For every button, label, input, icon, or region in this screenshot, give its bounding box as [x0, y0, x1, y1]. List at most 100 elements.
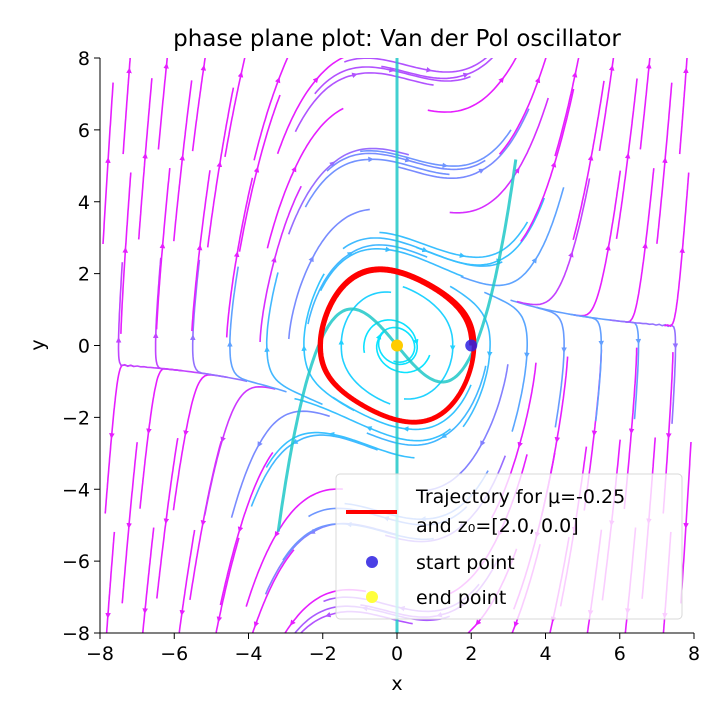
- plot-area: [102, 58, 692, 633]
- streamline: [375, 326, 431, 374]
- stream-arrow: [478, 168, 485, 174]
- legend-label-end: end point: [416, 587, 506, 609]
- stream-arrow: [253, 621, 260, 628]
- streamline: [516, 178, 591, 306]
- x-tick-label: −6: [160, 643, 188, 665]
- stream-arrow: [237, 526, 244, 533]
- stream-arrow: [216, 616, 223, 623]
- stream-arrow: [308, 255, 314, 263]
- streamline: [381, 58, 494, 80]
- streamline: [520, 88, 575, 242]
- streamline: [253, 58, 289, 161]
- stream-arrow: [312, 77, 319, 84]
- x-tick-label: 4: [539, 643, 551, 665]
- streamline: [229, 266, 287, 393]
- stream-arrow: [329, 161, 336, 168]
- stream-arrow: [366, 426, 373, 432]
- streamline: [639, 58, 651, 150]
- streamline: [172, 374, 229, 511]
- trajectory-line: [317, 266, 477, 425]
- stream-arrow: [257, 441, 263, 448]
- streamline: [117, 262, 181, 372]
- streamline: [572, 80, 605, 240]
- stream-arrow: [253, 166, 260, 173]
- stream-arrow: [328, 431, 335, 438]
- legend-box: [335, 473, 683, 620]
- streamline: [460, 187, 565, 287]
- x-tick-label: −4: [234, 643, 262, 665]
- streamline: [427, 58, 517, 113]
- y-tick-label: 2: [78, 264, 90, 286]
- stream-arrow: [200, 519, 207, 527]
- stream-arrow: [291, 166, 297, 173]
- streamline: [294, 72, 434, 133]
- streamline: [203, 385, 276, 516]
- streamline: [623, 168, 655, 324]
- stream-arrow: [274, 530, 280, 538]
- y-tick-label: 0: [78, 336, 90, 358]
- x-axis: −8 −6 −4 −2 0 2 4 6 8: [86, 632, 700, 665]
- y-tick-label: 6: [78, 120, 90, 142]
- x-tick-label: 6: [614, 643, 626, 665]
- stream-arrow: [183, 430, 189, 437]
- y-tick-label: −8: [62, 623, 90, 645]
- streamline: [615, 78, 638, 240]
- x-tick-label: 2: [465, 643, 477, 665]
- x-tick-label: 8: [688, 643, 700, 665]
- stream-arrow: [425, 67, 433, 73]
- streamline: [189, 440, 223, 601]
- stream-arrow: [608, 64, 615, 72]
- stream-arrow: [292, 438, 299, 444]
- stream-arrow: [441, 432, 448, 439]
- legend-end-swatch: [366, 591, 378, 603]
- stream-arrow: [216, 161, 223, 168]
- streamline: [664, 172, 690, 328]
- stream-arrow: [388, 67, 395, 73]
- stream-arrow: [271, 256, 277, 263]
- stream-arrow: [404, 156, 411, 163]
- stream-arrow: [237, 71, 244, 78]
- streamline: [141, 527, 155, 633]
- streamline: [191, 58, 206, 152]
- stream-arrow: [289, 619, 296, 626]
- stream-arrow: [587, 154, 594, 161]
- stream-arrow: [275, 77, 281, 84]
- stream-arrow: [220, 436, 226, 443]
- streamline: [449, 97, 549, 214]
- streamline: [157, 58, 169, 150]
- trajectory: [317, 266, 477, 425]
- streamline: [238, 94, 281, 252]
- streamline: [122, 58, 131, 155]
- stream-arrow: [459, 252, 466, 258]
- x-tick-label: −2: [309, 643, 337, 665]
- stream-arrow: [462, 72, 469, 79]
- stream-arrow: [309, 528, 316, 534]
- chart-title: phase plane plot: Van der Pol oscillator: [173, 26, 621, 52]
- stream-arrow: [498, 77, 505, 84]
- stream-arrow: [179, 609, 186, 616]
- stream-arrow: [568, 251, 574, 258]
- streamline: [105, 531, 116, 633]
- x-tick-label: −8: [86, 643, 114, 665]
- streamline: [224, 58, 246, 158]
- stream-arrow: [346, 251, 354, 258]
- streamline: [342, 237, 503, 267]
- legend-label-trajectory-1: Trajectory for μ=-0.25: [415, 486, 625, 508]
- streamlines: [102, 58, 692, 633]
- streamline: [568, 313, 640, 420]
- stream-arrow: [475, 619, 482, 626]
- streamline: [265, 272, 323, 406]
- y-tick-label: 4: [78, 192, 90, 214]
- streamline: [678, 58, 688, 155]
- legend-label-trajectory-2: and z₀=[2.0, 0.0]: [416, 515, 579, 537]
- streamline: [225, 177, 254, 338]
- streamline: [173, 80, 193, 242]
- streamline: [498, 58, 547, 155]
- y-axis: −8 −6 −4 −2 0 2 4 6 8: [62, 48, 101, 645]
- streamline: [104, 363, 135, 514]
- stream-arrow: [351, 72, 358, 79]
- y-tick-label: −4: [62, 479, 90, 501]
- stream-arrow: [325, 611, 332, 618]
- streamline: [598, 58, 615, 152]
